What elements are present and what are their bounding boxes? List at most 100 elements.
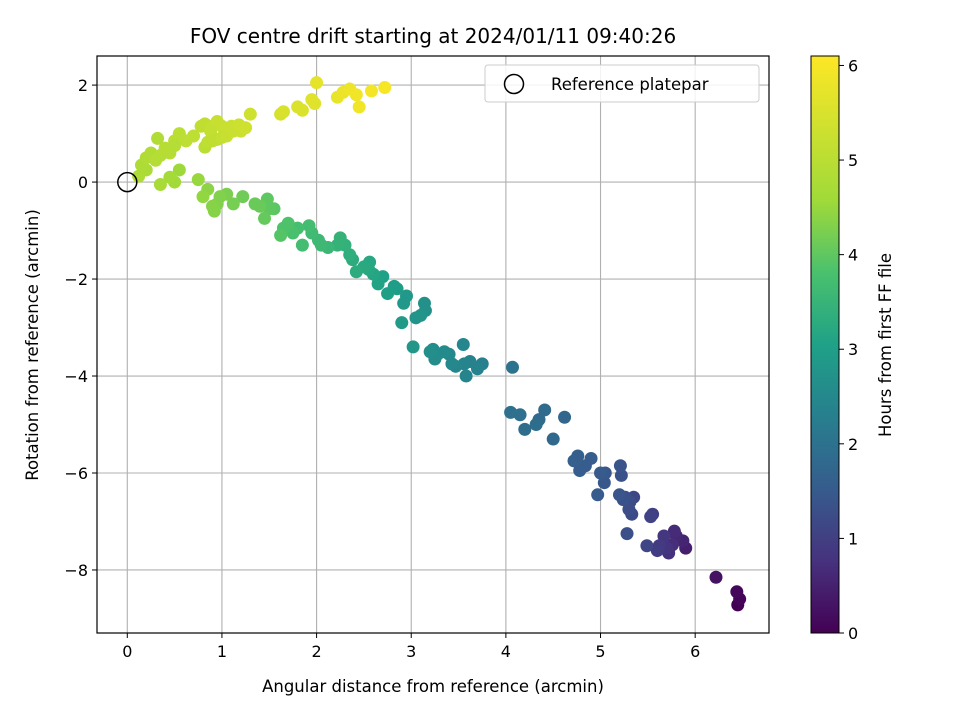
y-axis-label: Rotation from reference (arcmin) (23, 209, 42, 481)
data-point (295, 238, 309, 252)
data-point (644, 510, 658, 524)
x-tick-label: 2 (311, 642, 321, 661)
data-point (614, 468, 628, 482)
data-point (640, 539, 654, 553)
y-tick-label: −4 (64, 367, 88, 386)
data-point (153, 177, 167, 191)
reference-marker (117, 171, 138, 193)
data-point (205, 199, 219, 213)
colorbar-tick-label: 0 (848, 624, 858, 643)
data-point (248, 197, 262, 211)
data-points (132, 76, 747, 612)
data-point (352, 100, 366, 114)
y-tick-label: 0 (78, 173, 88, 192)
legend-label: Reference platepar (551, 75, 709, 94)
data-point (567, 454, 581, 468)
data-point (239, 121, 253, 135)
data-point (168, 139, 182, 153)
colorbar-tick-label: 2 (848, 435, 858, 454)
data-point (504, 405, 518, 419)
colorbar-tick-label: 5 (848, 151, 858, 170)
x-tick-label: 0 (122, 642, 132, 661)
x-tick-label: 1 (217, 642, 227, 661)
data-point (302, 219, 316, 233)
data-point (276, 105, 290, 119)
colorbar-tick-label: 3 (848, 340, 858, 359)
data-point (236, 190, 250, 204)
plot-frame (96, 55, 770, 634)
data-point (667, 524, 681, 538)
data-point (274, 228, 288, 242)
data-point (459, 369, 473, 383)
data-point (538, 403, 552, 417)
data-point (506, 360, 520, 374)
data-point (371, 277, 385, 291)
y-tick-label: 2 (78, 76, 88, 95)
colorbar-tick-label: 4 (848, 246, 858, 265)
grid-lines (97, 56, 769, 633)
data-point (343, 248, 357, 262)
data-point (622, 502, 636, 516)
data-point (397, 296, 411, 310)
data-point (191, 173, 205, 187)
data-point (546, 432, 560, 446)
data-point (529, 418, 543, 432)
x-tick-label: 5 (595, 642, 605, 661)
data-point (349, 88, 363, 102)
y-tick-label: −2 (64, 270, 88, 289)
chart-title: FOV centre drift starting at 2024/01/11 … (190, 24, 676, 48)
data-point (594, 466, 608, 480)
data-point (406, 340, 420, 354)
x-axis-label: Angular distance from reference (arcmin) (262, 677, 604, 696)
colorbar-tick-label: 1 (848, 529, 858, 548)
data-point (456, 338, 470, 351)
data-point (151, 131, 165, 145)
data-point (395, 316, 409, 330)
data-point (423, 345, 437, 359)
data-point (612, 488, 626, 502)
data-point (709, 570, 723, 584)
data-point (295, 103, 309, 117)
y-tick-label: −8 (64, 561, 88, 580)
data-point (613, 459, 627, 473)
colorbar-label: Hours from first FF file (876, 253, 895, 437)
data-point (417, 296, 431, 310)
data-point (163, 170, 177, 184)
data-point (657, 529, 671, 543)
data-point (620, 527, 634, 541)
data-point (381, 287, 395, 301)
data-point (349, 265, 363, 279)
x-tick-label: 3 (406, 642, 416, 661)
x-axis-ticks: 0 1 2 3 4 5 6 (122, 633, 700, 661)
data-point (730, 585, 744, 599)
data-point (187, 129, 201, 143)
data-point (132, 169, 146, 183)
data-point (196, 190, 210, 204)
data-point (226, 197, 240, 211)
data-point (258, 211, 272, 225)
reference-platepar-marker (117, 171, 138, 193)
data-point (650, 544, 664, 558)
data-point (364, 84, 378, 98)
colorbar (810, 55, 840, 634)
data-point (409, 311, 423, 325)
colorbar-tick-label: 6 (848, 56, 858, 75)
x-tick-label: 4 (501, 642, 511, 661)
y-axis-ticks: 2 0 −2 −4 −6 −8 (64, 76, 97, 580)
data-point (378, 81, 392, 95)
legend-box (484, 64, 760, 103)
legend: Reference platepar (484, 64, 760, 103)
data-point (558, 410, 572, 424)
data-point (308, 97, 322, 111)
x-tick-label: 6 (690, 642, 700, 661)
data-point (310, 76, 324, 90)
data-point (518, 422, 532, 436)
legend-marker (503, 73, 525, 95)
colorbar-ticks: 0 1 2 3 4 5 6 (839, 56, 858, 643)
data-point (172, 163, 186, 177)
data-point (573, 464, 587, 478)
data-point (591, 488, 605, 502)
data-point (243, 107, 257, 121)
y-tick-label: −6 (64, 464, 88, 483)
